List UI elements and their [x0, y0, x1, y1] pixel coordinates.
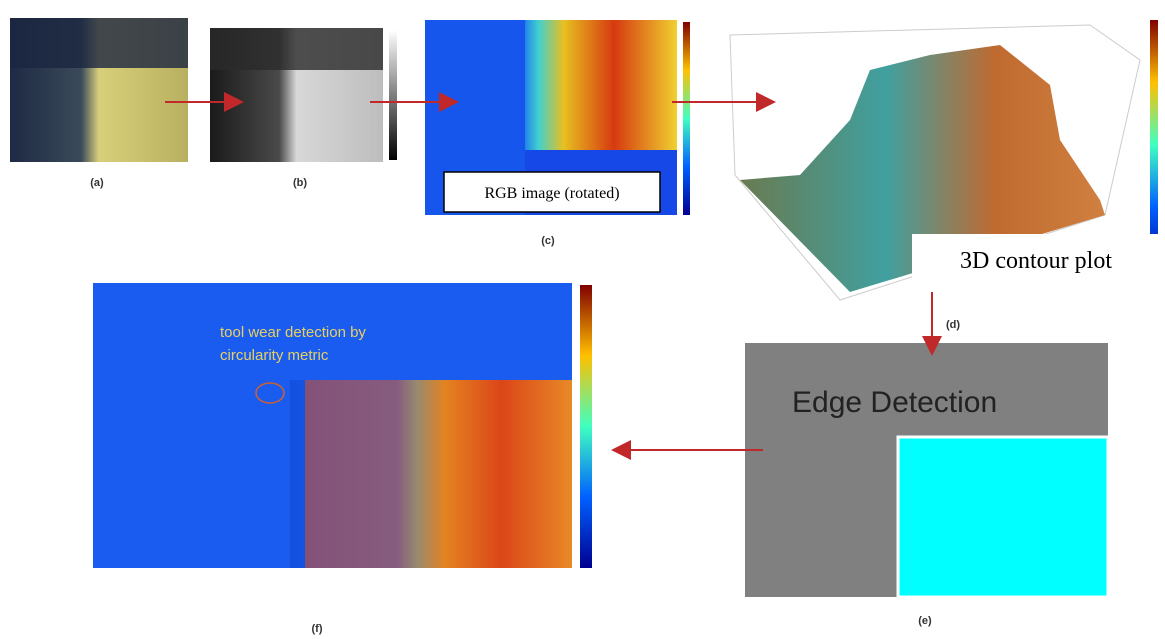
colorbar — [683, 22, 690, 215]
edge-region — [898, 437, 1108, 597]
colorbar — [1150, 20, 1158, 270]
panel-label: (f) — [312, 623, 323, 635]
panel-label: (a) — [90, 177, 104, 189]
panel-label: (e) — [918, 615, 932, 627]
caption: Edge Detection — [792, 386, 997, 419]
caption: 3D contour plot — [960, 248, 1112, 274]
colorbar — [389, 30, 397, 160]
heatmap-hot — [305, 380, 572, 568]
panel-label: (d) — [946, 319, 960, 331]
annotation: circularity metric — [220, 347, 329, 364]
panel-label: (c) — [541, 235, 555, 247]
photo-a-top — [10, 18, 188, 68]
caption: RGB image (rotated) — [484, 185, 619, 202]
panel-label: (b) — [293, 177, 307, 189]
colorbar — [580, 285, 592, 568]
gray-image-top — [210, 28, 383, 70]
annotation: tool wear detection by — [220, 324, 366, 341]
figure: (a) (b) RGB image (rotated) (c) 3D conto… — [0, 0, 1165, 639]
